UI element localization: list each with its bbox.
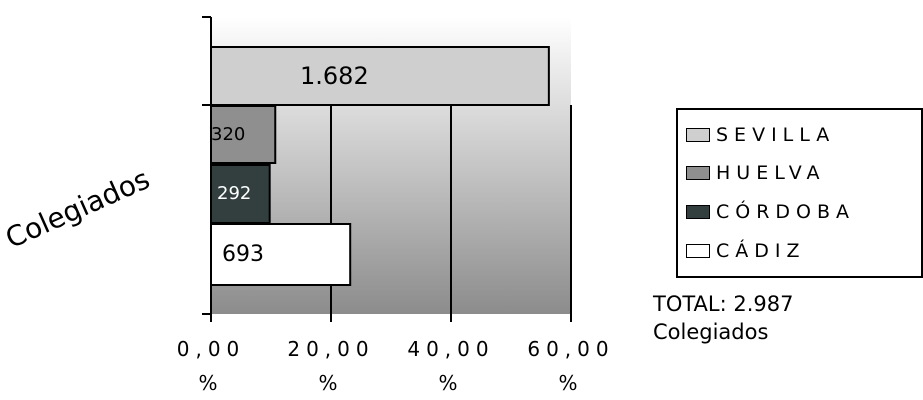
x-tick-label: 60,00 %	[527, 337, 615, 395]
x-tick-label: 40,00 %	[407, 337, 495, 395]
bar-value-label: 320	[211, 124, 246, 145]
legend-swatch-cordoba	[686, 205, 710, 219]
legend-swatch-sevilla	[686, 128, 710, 142]
legend-label-sevilla: SEVILLA	[716, 124, 836, 146]
total-unit-line: Colegiados	[653, 320, 769, 344]
total-annotation: TOTAL: 2.987 Colegiados	[653, 290, 794, 346]
x-tick-label: 0,00 %	[176, 337, 246, 395]
legend-label-cadiz: CÁDIZ	[716, 240, 806, 262]
bars	[210, 46, 550, 286]
legend-item-cadiz: CÁDIZ	[686, 238, 806, 264]
legend-swatch-huelva	[686, 166, 710, 180]
bar-córdoba	[210, 164, 271, 224]
legend-item-cordoba: CÓRDOBA	[686, 199, 855, 225]
bar-value-label: 693	[222, 242, 264, 267]
legend-label-huelva: HUELVA	[716, 162, 826, 184]
x-tick-label: 20,00 %	[287, 337, 375, 395]
bar-value-label: 1.682	[300, 62, 369, 90]
legend: SEVILLA HUELVA CÓRDOBA CÁDIZ	[676, 108, 923, 278]
legend-label-cordoba: CÓRDOBA	[716, 201, 856, 223]
total-line: TOTAL: 2.987	[653, 292, 794, 316]
bar-value-label: 292	[217, 183, 252, 204]
bar-cádiz	[210, 223, 352, 286]
bar-huelva	[210, 105, 277, 164]
bar-sevilla	[210, 46, 550, 106]
legend-swatch-cadiz	[686, 244, 710, 258]
legend-item-sevilla: SEVILLA	[686, 122, 835, 148]
legend-item-huelva: HUELVA	[686, 160, 825, 186]
y-axis-ticks	[202, 16, 211, 315]
